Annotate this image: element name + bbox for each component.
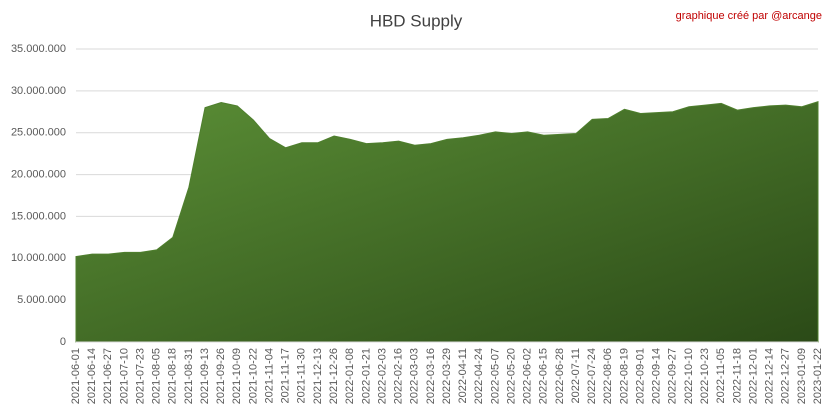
x-tick-label: 2022-06-02: [522, 348, 534, 404]
x-tick-label: 2022-05-07: [489, 348, 501, 404]
y-tick-label: 15.000.000: [11, 210, 66, 222]
x-tick-label: 2022-02-16: [393, 348, 405, 404]
annotation: graphique créé par @arcange: [676, 10, 822, 22]
x-tick-label: 2022-07-11: [570, 348, 582, 403]
y-tick-label: 35.000.000: [11, 43, 66, 55]
x-tick-label: 2022-04-11: [457, 348, 469, 403]
x-tick-label: 2022-07-24: [586, 348, 598, 404]
x-tick-label: 2021-06-01: [70, 348, 82, 404]
x-tick-label: 2021-06-27: [102, 348, 114, 404]
x-tick-label: 2022-03-29: [441, 348, 453, 404]
x-tick-label: 2023-01-09: [796, 348, 808, 404]
y-tick-label: 20.000.000: [11, 168, 66, 180]
x-tick-label: 2021-08-31: [183, 348, 195, 404]
x-tick-label: 2022-09-01: [634, 348, 646, 404]
x-tick-label: 2022-01-21: [360, 348, 372, 404]
x-tick-label: 2022-09-14: [651, 348, 663, 404]
x-tick-label: 2022-08-19: [618, 348, 630, 404]
x-tick-label: 2021-08-05: [151, 348, 163, 404]
y-tick-label: 0: [60, 336, 66, 348]
x-tick-label: 2021-10-22: [247, 348, 259, 404]
x-tick-label: 2021-12-26: [328, 348, 340, 404]
x-tick-label: 2021-06-14: [86, 348, 98, 404]
y-tick-label: 30.000.000: [11, 85, 66, 97]
x-tick-label: 2022-11-05: [715, 348, 727, 403]
x-tick-label: 2022-05-20: [505, 348, 517, 404]
x-tick-label: 2021-08-18: [167, 348, 179, 404]
x-tick-label: 2022-12-01: [747, 348, 759, 404]
x-tick-label: 2022-06-15: [538, 348, 550, 404]
x-tick-label: 2022-09-27: [667, 348, 679, 404]
x-tick-label: 2021-07-10: [118, 348, 130, 404]
x-tick-label: 2021-09-13: [199, 348, 211, 404]
x-tick-label: 2022-04-24: [473, 348, 485, 404]
y-tick-label: 5.000.000: [17, 294, 66, 306]
x-tick-label: 2023-01-22: [812, 348, 824, 404]
x-tick-label: 2021-11-17: [280, 348, 292, 403]
x-tick-label: 2021-11-04: [263, 348, 275, 403]
x-tick-label: 2022-06-28: [554, 348, 566, 404]
area: [75, 101, 819, 343]
x-tick-label: 2021-09-26: [215, 348, 227, 404]
x-tick-label: 2021-07-23: [134, 348, 146, 404]
x-tick-label: 2022-02-03: [376, 348, 388, 404]
x-tick-label: 2022-12-14: [764, 348, 776, 404]
x-tick-label: 2021-12-13: [312, 348, 324, 404]
x-tick-label: 2022-11-18: [731, 348, 743, 403]
x-tick-label: 2022-10-10: [683, 348, 695, 404]
chart-title: HBD Supply: [370, 11, 463, 30]
x-tick-label: 2022-01-08: [344, 348, 356, 404]
x-tick-label: 2022-10-23: [699, 348, 711, 404]
x-tick-label: 2022-03-03: [409, 348, 421, 404]
x-tick-label: 2022-03-16: [425, 348, 437, 404]
y-tick-label: 25.000.000: [11, 127, 66, 139]
x-tick-label: 2022-08-06: [602, 348, 614, 404]
y-tick-label: 10.000.000: [11, 252, 66, 264]
x-tick-label: 2022-12-27: [780, 348, 792, 404]
x-tick-label: 2021-10-09: [231, 348, 243, 404]
x-tick-label: 2021-11-30: [296, 348, 308, 403]
